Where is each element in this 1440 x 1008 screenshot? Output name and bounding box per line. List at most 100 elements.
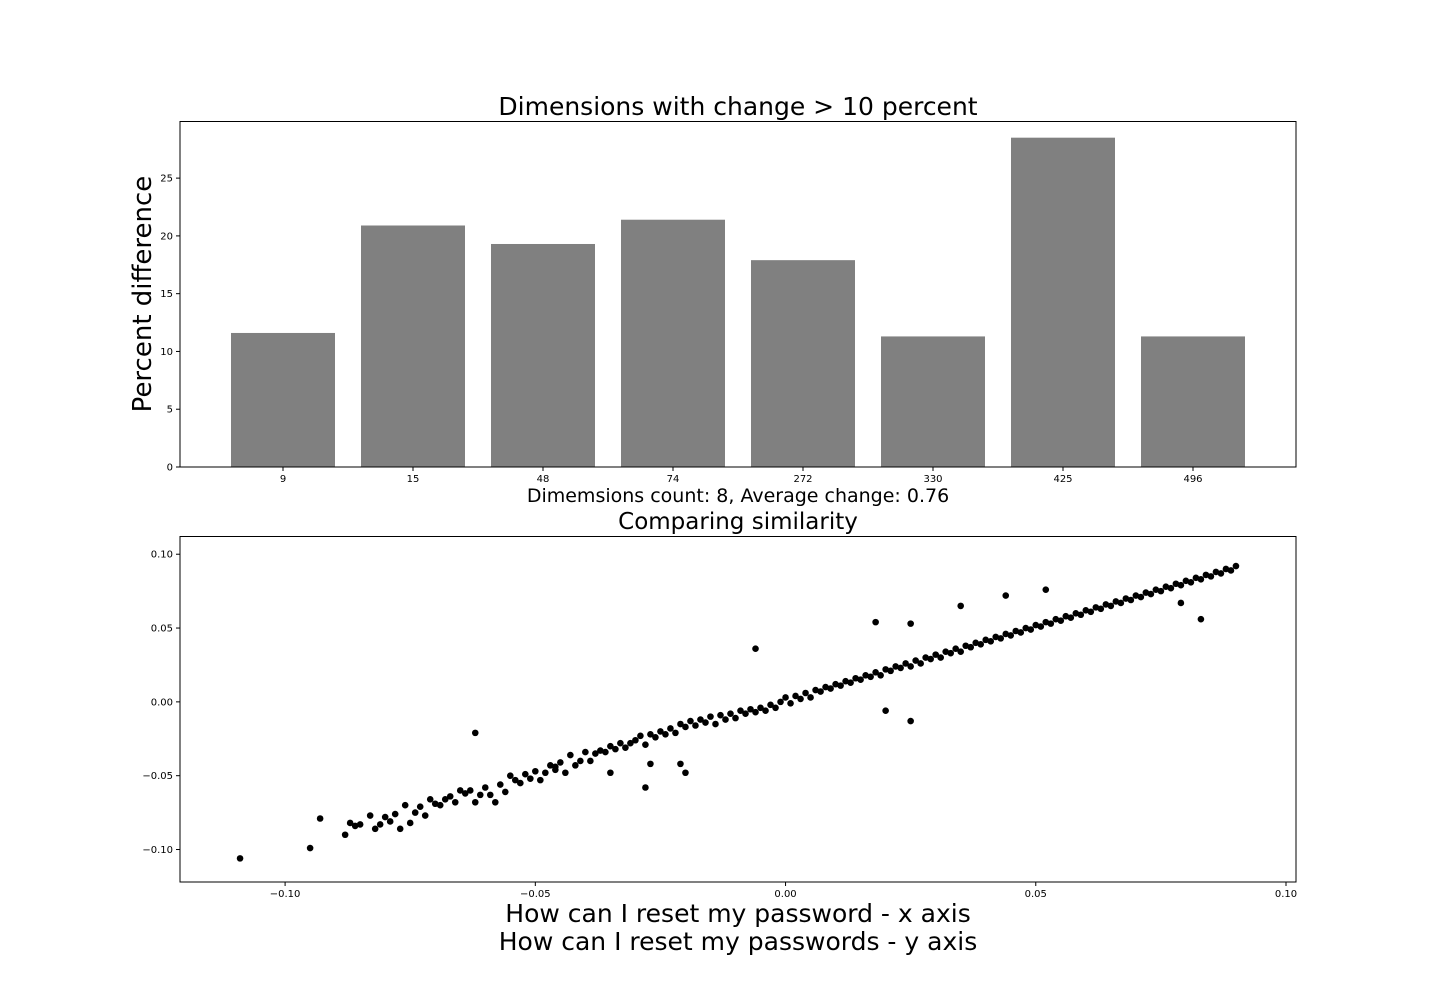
scatter-point bbox=[952, 645, 959, 653]
scatter-point bbox=[692, 722, 699, 729]
scatter-point bbox=[577, 757, 584, 765]
y-tick-label: 5 bbox=[167, 405, 173, 416]
scatter-point bbox=[707, 713, 714, 720]
scatter-point bbox=[957, 602, 964, 610]
scatter-point bbox=[1157, 587, 1165, 595]
bar-15 bbox=[361, 225, 465, 467]
scatter-point bbox=[947, 649, 954, 657]
scatter-point bbox=[927, 655, 934, 663]
scatter-point bbox=[1132, 592, 1140, 599]
scatter-point bbox=[1047, 620, 1055, 627]
scatter-point bbox=[441, 796, 449, 803]
scatter-point bbox=[411, 809, 419, 816]
scatter-point bbox=[942, 648, 949, 655]
scatter-point bbox=[1072, 609, 1080, 617]
scatter-point bbox=[316, 815, 324, 822]
x-tick-label: 9 bbox=[280, 474, 286, 485]
scatter-point bbox=[501, 788, 509, 796]
scatter-point bbox=[582, 748, 589, 756]
scatter-point bbox=[807, 694, 814, 701]
scatter-chart-x-axis-label: How can I reset my password - x axis How … bbox=[499, 899, 977, 956]
bar-chart: Dimensions with change > 10 percent 0 5 10… bbox=[128, 92, 1297, 507]
scatter-point bbox=[642, 784, 649, 791]
scatter-point bbox=[897, 664, 904, 672]
scatter-point bbox=[627, 739, 634, 747]
scatter-point bbox=[1017, 629, 1025, 636]
scatter-point bbox=[717, 711, 724, 719]
scatter-point bbox=[1062, 612, 1070, 620]
scatter-point bbox=[957, 648, 964, 655]
bar-48 bbox=[491, 243, 595, 467]
scatter-point bbox=[446, 793, 454, 800]
scatter-point bbox=[1122, 595, 1130, 602]
scatter-point bbox=[617, 739, 624, 747]
scatter-point bbox=[667, 725, 674, 732]
scatter-point bbox=[1012, 627, 1020, 635]
bar-chart-x-axis-label: Dimemsions count: 8, Average change: 0.7… bbox=[527, 485, 949, 507]
bar-272 bbox=[751, 260, 855, 467]
scatter-point bbox=[1192, 574, 1200, 582]
x-tick-label: 330 bbox=[923, 474, 942, 485]
scatter-point bbox=[1152, 586, 1160, 593]
scatter-point bbox=[607, 769, 614, 777]
scatter-point bbox=[401, 801, 409, 809]
scatter-point bbox=[702, 719, 709, 726]
scatter-point bbox=[682, 723, 689, 731]
scatter-point bbox=[1002, 630, 1010, 638]
scatter-point bbox=[346, 819, 354, 827]
scatter-point bbox=[892, 663, 899, 670]
scatter-point bbox=[1117, 599, 1125, 607]
scatter-point bbox=[1042, 586, 1050, 593]
scatter-point bbox=[496, 781, 504, 788]
scatter-point bbox=[792, 692, 799, 700]
scatter-point bbox=[737, 707, 744, 715]
scatter-point bbox=[471, 729, 479, 737]
scatter-point bbox=[817, 688, 824, 695]
scatter-point bbox=[436, 801, 444, 809]
scatter-point bbox=[597, 747, 604, 754]
scatter-point bbox=[752, 645, 759, 653]
scatter-point bbox=[672, 729, 679, 737]
x-tick-label: 496 bbox=[1183, 474, 1202, 485]
scatter-point bbox=[547, 762, 554, 769]
scatter-point bbox=[481, 784, 489, 791]
scatter-point bbox=[972, 639, 980, 647]
scatter-point bbox=[1172, 580, 1180, 588]
scatter-point bbox=[787, 700, 794, 707]
bar-9 bbox=[231, 332, 335, 467]
scatter-point bbox=[1177, 599, 1185, 607]
bar-496 bbox=[1141, 336, 1245, 467]
scatter-point bbox=[421, 812, 429, 819]
scatter-point bbox=[371, 825, 379, 833]
scatter-point bbox=[772, 704, 779, 712]
y-tick-label: 0.05 bbox=[151, 624, 173, 635]
scatter-point bbox=[977, 640, 985, 648]
scatter-point bbox=[907, 620, 914, 627]
x-tick-label: 0.10 bbox=[1275, 889, 1297, 900]
scatter-point bbox=[657, 728, 664, 735]
scatter-point bbox=[782, 694, 789, 701]
scatter-point bbox=[1167, 584, 1175, 592]
scatter-point bbox=[491, 798, 499, 806]
scatter-point bbox=[587, 757, 594, 765]
scatter-point bbox=[557, 759, 564, 766]
y-tick-label: 20 bbox=[160, 231, 173, 242]
y-tick-label: 25 bbox=[160, 174, 173, 185]
scatter-point bbox=[852, 674, 859, 682]
scatter-point bbox=[1032, 621, 1040, 629]
scatter-point bbox=[612, 745, 619, 753]
scatter-point bbox=[777, 698, 784, 706]
bar-chart-plot-frame bbox=[179, 121, 1297, 468]
scatter-point bbox=[1092, 604, 1100, 611]
scatter-point bbox=[742, 710, 749, 717]
scatter-point bbox=[727, 710, 734, 717]
scatter-point bbox=[712, 720, 719, 728]
scatter-point bbox=[542, 769, 549, 777]
scatter-point bbox=[552, 763, 559, 771]
scatter-point bbox=[607, 742, 614, 750]
scatter-point bbox=[642, 741, 649, 748]
scatter-point bbox=[962, 642, 970, 650]
scatter-point bbox=[1057, 617, 1065, 624]
scatter-point bbox=[1162, 583, 1170, 591]
bar-330 bbox=[881, 336, 985, 467]
